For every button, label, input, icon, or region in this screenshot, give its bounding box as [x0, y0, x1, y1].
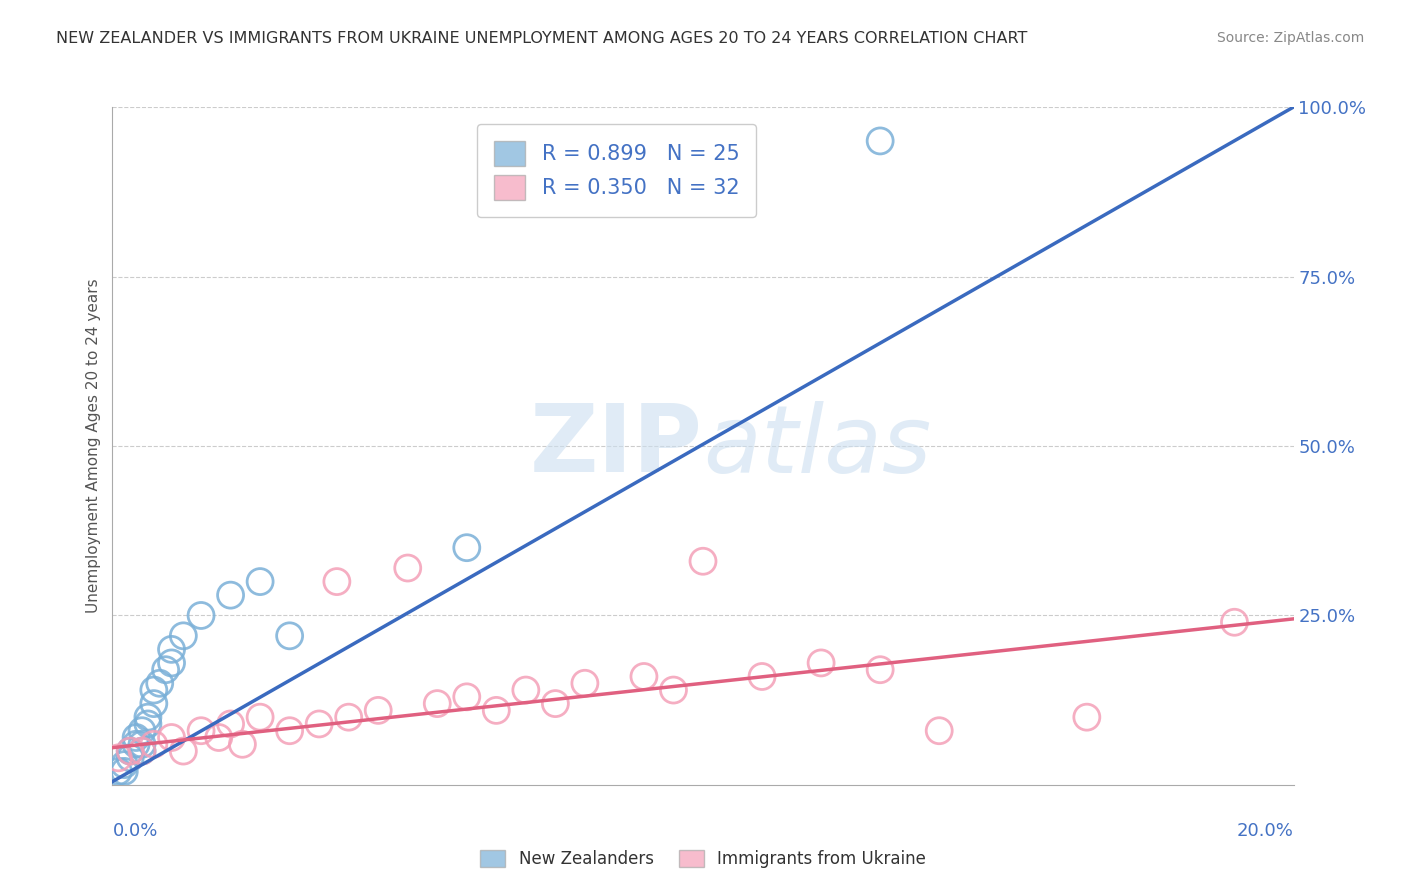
Point — [662, 683, 685, 698]
Point — [160, 642, 183, 657]
Text: atlas: atlas — [703, 401, 931, 491]
Point — [810, 656, 832, 670]
Text: NEW ZEALANDER VS IMMIGRANTS FROM UKRAINE UNEMPLOYMENT AMONG AGES 20 TO 24 YEARS : NEW ZEALANDER VS IMMIGRANTS FROM UKRAINE… — [56, 31, 1028, 46]
Point — [456, 541, 478, 555]
Point — [544, 697, 567, 711]
Point — [574, 676, 596, 690]
Point — [396, 561, 419, 575]
Point — [456, 690, 478, 704]
Point — [142, 697, 165, 711]
Point — [142, 683, 165, 698]
Text: 20.0%: 20.0% — [1237, 822, 1294, 840]
Point — [131, 744, 153, 758]
Point — [120, 744, 142, 758]
Point — [337, 710, 360, 724]
Point — [120, 744, 142, 758]
Point — [249, 574, 271, 589]
Point — [160, 731, 183, 745]
Point — [219, 717, 242, 731]
Point — [142, 737, 165, 751]
Point — [308, 717, 330, 731]
Point — [155, 663, 177, 677]
Point — [326, 574, 349, 589]
Point — [136, 710, 159, 724]
Point — [190, 608, 212, 623]
Point — [107, 751, 129, 765]
Point — [219, 588, 242, 602]
Legend: New Zealanders, Immigrants from Ukraine: New Zealanders, Immigrants from Ukraine — [474, 843, 932, 875]
Point — [515, 683, 537, 698]
Point — [692, 554, 714, 568]
Point — [125, 737, 148, 751]
Point — [131, 744, 153, 758]
Point — [125, 731, 148, 745]
Point — [208, 731, 231, 745]
Legend: R = 0.899   N = 25, R = 0.350   N = 32: R = 0.899 N = 25, R = 0.350 N = 32 — [477, 124, 756, 217]
Text: ZIP: ZIP — [530, 400, 703, 492]
Point — [120, 751, 142, 765]
Point — [107, 764, 129, 779]
Point — [751, 669, 773, 683]
Y-axis label: Unemployment Among Ages 20 to 24 years: Unemployment Among Ages 20 to 24 years — [86, 278, 101, 614]
Point — [136, 717, 159, 731]
Point — [1076, 710, 1098, 724]
Point — [367, 703, 389, 717]
Point — [190, 723, 212, 738]
Point — [131, 737, 153, 751]
Point — [131, 723, 153, 738]
Point — [112, 764, 135, 779]
Point — [160, 656, 183, 670]
Point — [231, 737, 253, 751]
Point — [278, 629, 301, 643]
Point — [869, 134, 891, 148]
Point — [249, 710, 271, 724]
Point — [485, 703, 508, 717]
Point — [149, 676, 172, 690]
Point — [172, 744, 194, 758]
Text: 0.0%: 0.0% — [112, 822, 157, 840]
Point — [1223, 615, 1246, 630]
Point — [633, 669, 655, 683]
Point — [928, 723, 950, 738]
Point — [426, 697, 449, 711]
Point — [112, 757, 135, 772]
Point — [278, 723, 301, 738]
Text: Source: ZipAtlas.com: Source: ZipAtlas.com — [1216, 31, 1364, 45]
Point — [869, 663, 891, 677]
Point — [172, 629, 194, 643]
